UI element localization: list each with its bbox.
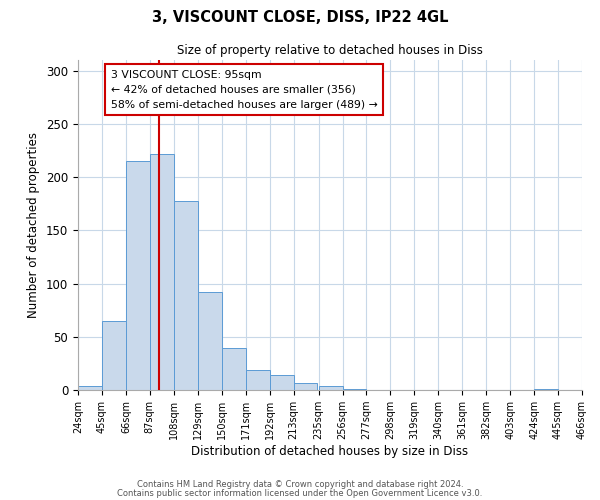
Bar [319, 386, 343, 390]
Bar [102, 321, 126, 390]
Bar [78, 386, 102, 390]
Bar [534, 389, 558, 390]
Bar [269, 375, 293, 390]
Bar [174, 200, 198, 390]
Bar [245, 370, 269, 390]
Bar [126, 161, 150, 390]
Bar [221, 348, 245, 390]
Text: Contains public sector information licensed under the Open Government Licence v3: Contains public sector information licen… [118, 489, 482, 498]
Y-axis label: Number of detached properties: Number of detached properties [28, 132, 40, 318]
Text: Contains HM Land Registry data © Crown copyright and database right 2024.: Contains HM Land Registry data © Crown c… [137, 480, 463, 489]
Bar [343, 389, 367, 390]
Bar [198, 292, 221, 390]
Bar [150, 154, 174, 390]
X-axis label: Distribution of detached houses by size in Diss: Distribution of detached houses by size … [191, 445, 469, 458]
Title: Size of property relative to detached houses in Diss: Size of property relative to detached ho… [177, 44, 483, 58]
Text: 3, VISCOUNT CLOSE, DISS, IP22 4GL: 3, VISCOUNT CLOSE, DISS, IP22 4GL [152, 10, 448, 25]
Text: 3 VISCOUNT CLOSE: 95sqm
← 42% of detached houses are smaller (356)
58% of semi-d: 3 VISCOUNT CLOSE: 95sqm ← 42% of detache… [111, 70, 377, 110]
Bar [293, 382, 317, 390]
